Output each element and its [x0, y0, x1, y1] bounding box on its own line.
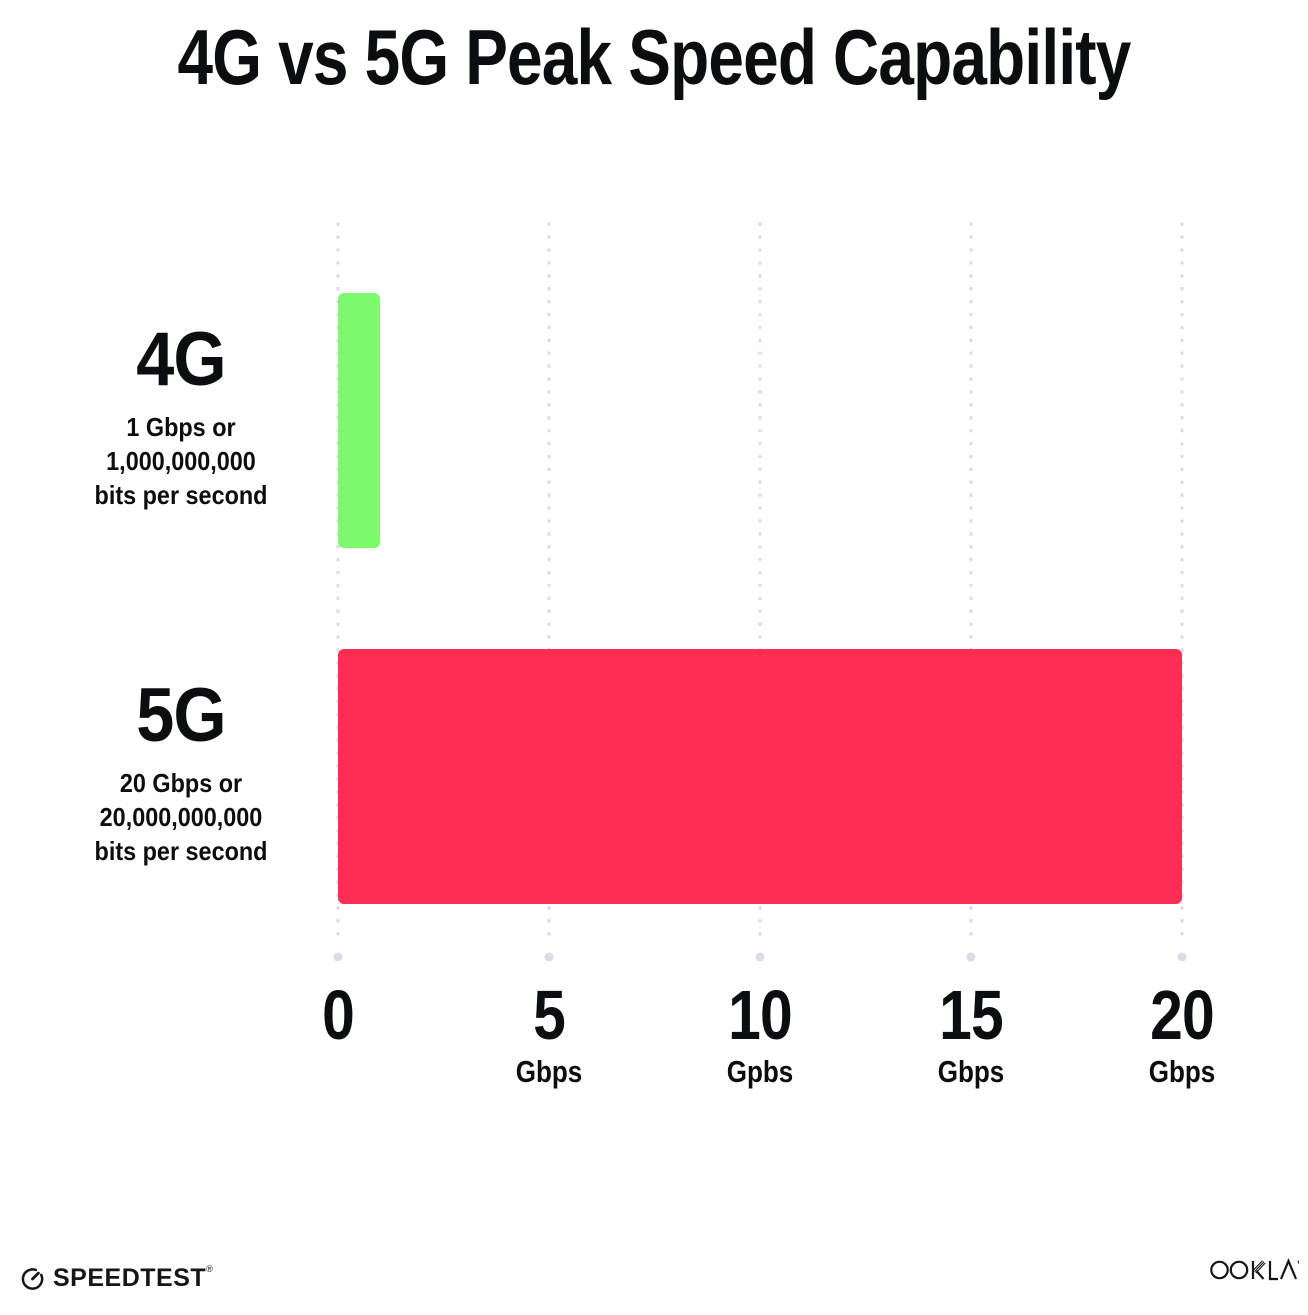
category-description-line: bits per second: [94, 480, 268, 510]
x-tick-value: 15: [939, 976, 1004, 1054]
speedtest-gauge-icon: [21, 1268, 44, 1290]
x-tick-value: 20: [1150, 976, 1215, 1054]
x-tick-unit: Gbps: [937, 1054, 1005, 1089]
category-description-5g: 20 Gbps or 20,000,000,000 bits per secon…: [33, 766, 330, 868]
category-description-4g: 1 Gbps or 1,000,000,000 bits per second: [33, 410, 330, 512]
category-label-5g: 5G 20 Gbps or 20,000,000,000 bits per se…: [33, 674, 330, 868]
speedtest-wordmark: SPEEDTEST®: [53, 1264, 214, 1292]
x-tick-value: 0: [322, 976, 355, 1054]
category-name-5g: 5G: [136, 673, 226, 758]
x-tick-15: 15 Gbps: [870, 976, 1072, 1089]
x-tick-10: 10 Gpbs: [659, 976, 861, 1089]
category-description-line: 1 Gbps or: [126, 412, 236, 442]
category-description-line: 1,000,000,000: [106, 446, 256, 476]
gridline-end-dot: [755, 952, 765, 962]
x-tick-value: 5: [533, 976, 566, 1054]
x-tick-unit: Gbps: [1148, 1054, 1216, 1089]
x-tick-value: 10: [728, 976, 793, 1054]
bar-5g: [338, 649, 1182, 904]
ookla-wordmark-icon: [1210, 1258, 1300, 1281]
bar-4g: [338, 293, 381, 548]
category-name-4g: 4G: [136, 317, 226, 402]
gridline-end-dot: [1177, 952, 1187, 962]
x-tick-0: 0: [237, 976, 439, 1054]
registered-mark: ®: [206, 1264, 214, 1274]
category-description-line: 20,000,000,000: [99, 802, 263, 832]
gridline-end-dot: [333, 952, 343, 962]
ookla-logo: [1210, 1258, 1300, 1287]
x-tick-unit: Gbps: [515, 1054, 583, 1089]
x-tick-5: 5 Gbps: [448, 976, 650, 1089]
category-label-4g: 4G 1 Gbps or 1,000,000,000 bits per seco…: [33, 318, 330, 512]
speedtest-logo: SPEEDTEST®: [20, 1264, 213, 1293]
gridline-end-dot: [544, 952, 554, 962]
x-tick-unit: Gpbs: [726, 1054, 794, 1089]
category-description-line: 20 Gbps or: [119, 768, 243, 798]
category-description-line: bits per second: [94, 836, 268, 866]
chart-title: 4G vs 5G Peak Speed Capability: [177, 13, 1131, 101]
x-tick-20: 20 Gbps: [1081, 976, 1283, 1089]
gridline-end-dot: [966, 952, 976, 962]
